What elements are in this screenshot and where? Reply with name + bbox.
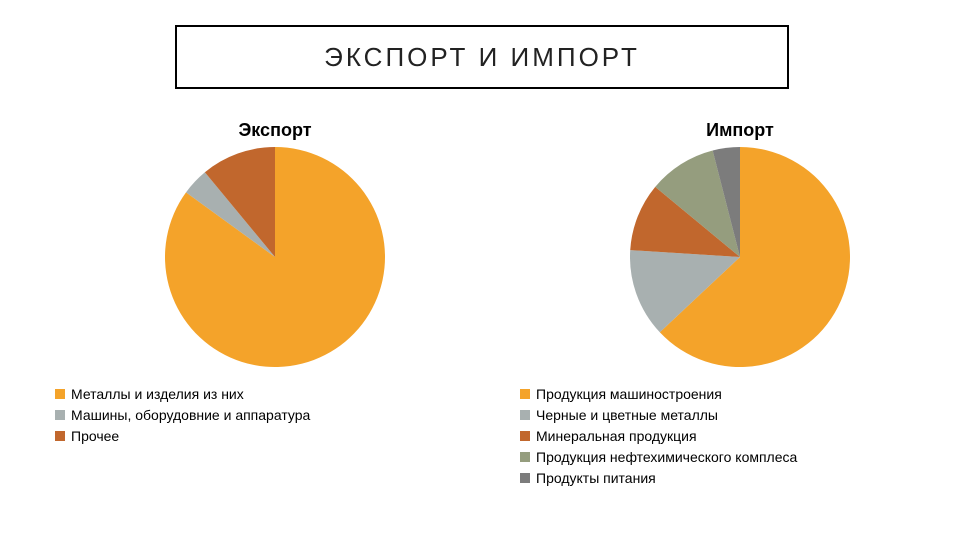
legend-label: Черные и цветные металлы bbox=[536, 406, 718, 425]
import-legend: Продукция машиностроения Черные и цветные… bbox=[520, 385, 960, 487]
page-title-box: ЭКСПОРТ И ИМПОРТ bbox=[175, 25, 789, 89]
page-title: ЭКСПОРТ И ИМПОРТ bbox=[324, 42, 640, 73]
legend-item: Черные и цветные металлы bbox=[520, 406, 960, 425]
legend-label: Продукты питания bbox=[536, 469, 656, 488]
legend-item: Минеральная продукция bbox=[520, 427, 960, 446]
legend-item: Прочее bbox=[55, 427, 495, 446]
export-pie-wrap bbox=[55, 147, 495, 367]
legend-swatch bbox=[55, 389, 65, 399]
legend-item: Продукция машиностроения bbox=[520, 385, 960, 404]
legend-swatch bbox=[55, 431, 65, 441]
export-legend: Металлы и изделия из них Машины, оборудов… bbox=[55, 385, 495, 446]
legend-label: Прочее bbox=[71, 427, 119, 446]
legend-label: Минеральная продукция bbox=[536, 427, 697, 446]
legend-label: Машины, оборудовние и аппаратура bbox=[71, 406, 310, 425]
legend-item: Машины, оборудовние и аппаратура bbox=[55, 406, 495, 425]
legend-swatch bbox=[520, 431, 530, 441]
legend-label: Металлы и изделия из них bbox=[71, 385, 244, 404]
legend-swatch bbox=[55, 410, 65, 420]
import-chart-block: Импорт Продукция машиностроения Черные и … bbox=[520, 120, 960, 489]
export-chart-title: Экспорт bbox=[55, 120, 495, 141]
legend-label: Продукция машиностроения bbox=[536, 385, 722, 404]
import-pie bbox=[630, 147, 850, 367]
export-chart-block: Экспорт Металлы и изделия из них Машины, … bbox=[55, 120, 495, 448]
legend-item: Металлы и изделия из них bbox=[55, 385, 495, 404]
legend-label: Продукция нефтехимического комплеса bbox=[536, 448, 797, 467]
legend-swatch bbox=[520, 473, 530, 483]
legend-swatch bbox=[520, 410, 530, 420]
legend-item: Продукция нефтехимического комплеса bbox=[520, 448, 960, 467]
import-chart-title: Импорт bbox=[520, 120, 960, 141]
legend-item: Продукты питания bbox=[520, 469, 960, 488]
export-pie bbox=[165, 147, 385, 367]
legend-swatch bbox=[520, 452, 530, 462]
legend-swatch bbox=[520, 389, 530, 399]
import-pie-wrap bbox=[520, 147, 960, 367]
